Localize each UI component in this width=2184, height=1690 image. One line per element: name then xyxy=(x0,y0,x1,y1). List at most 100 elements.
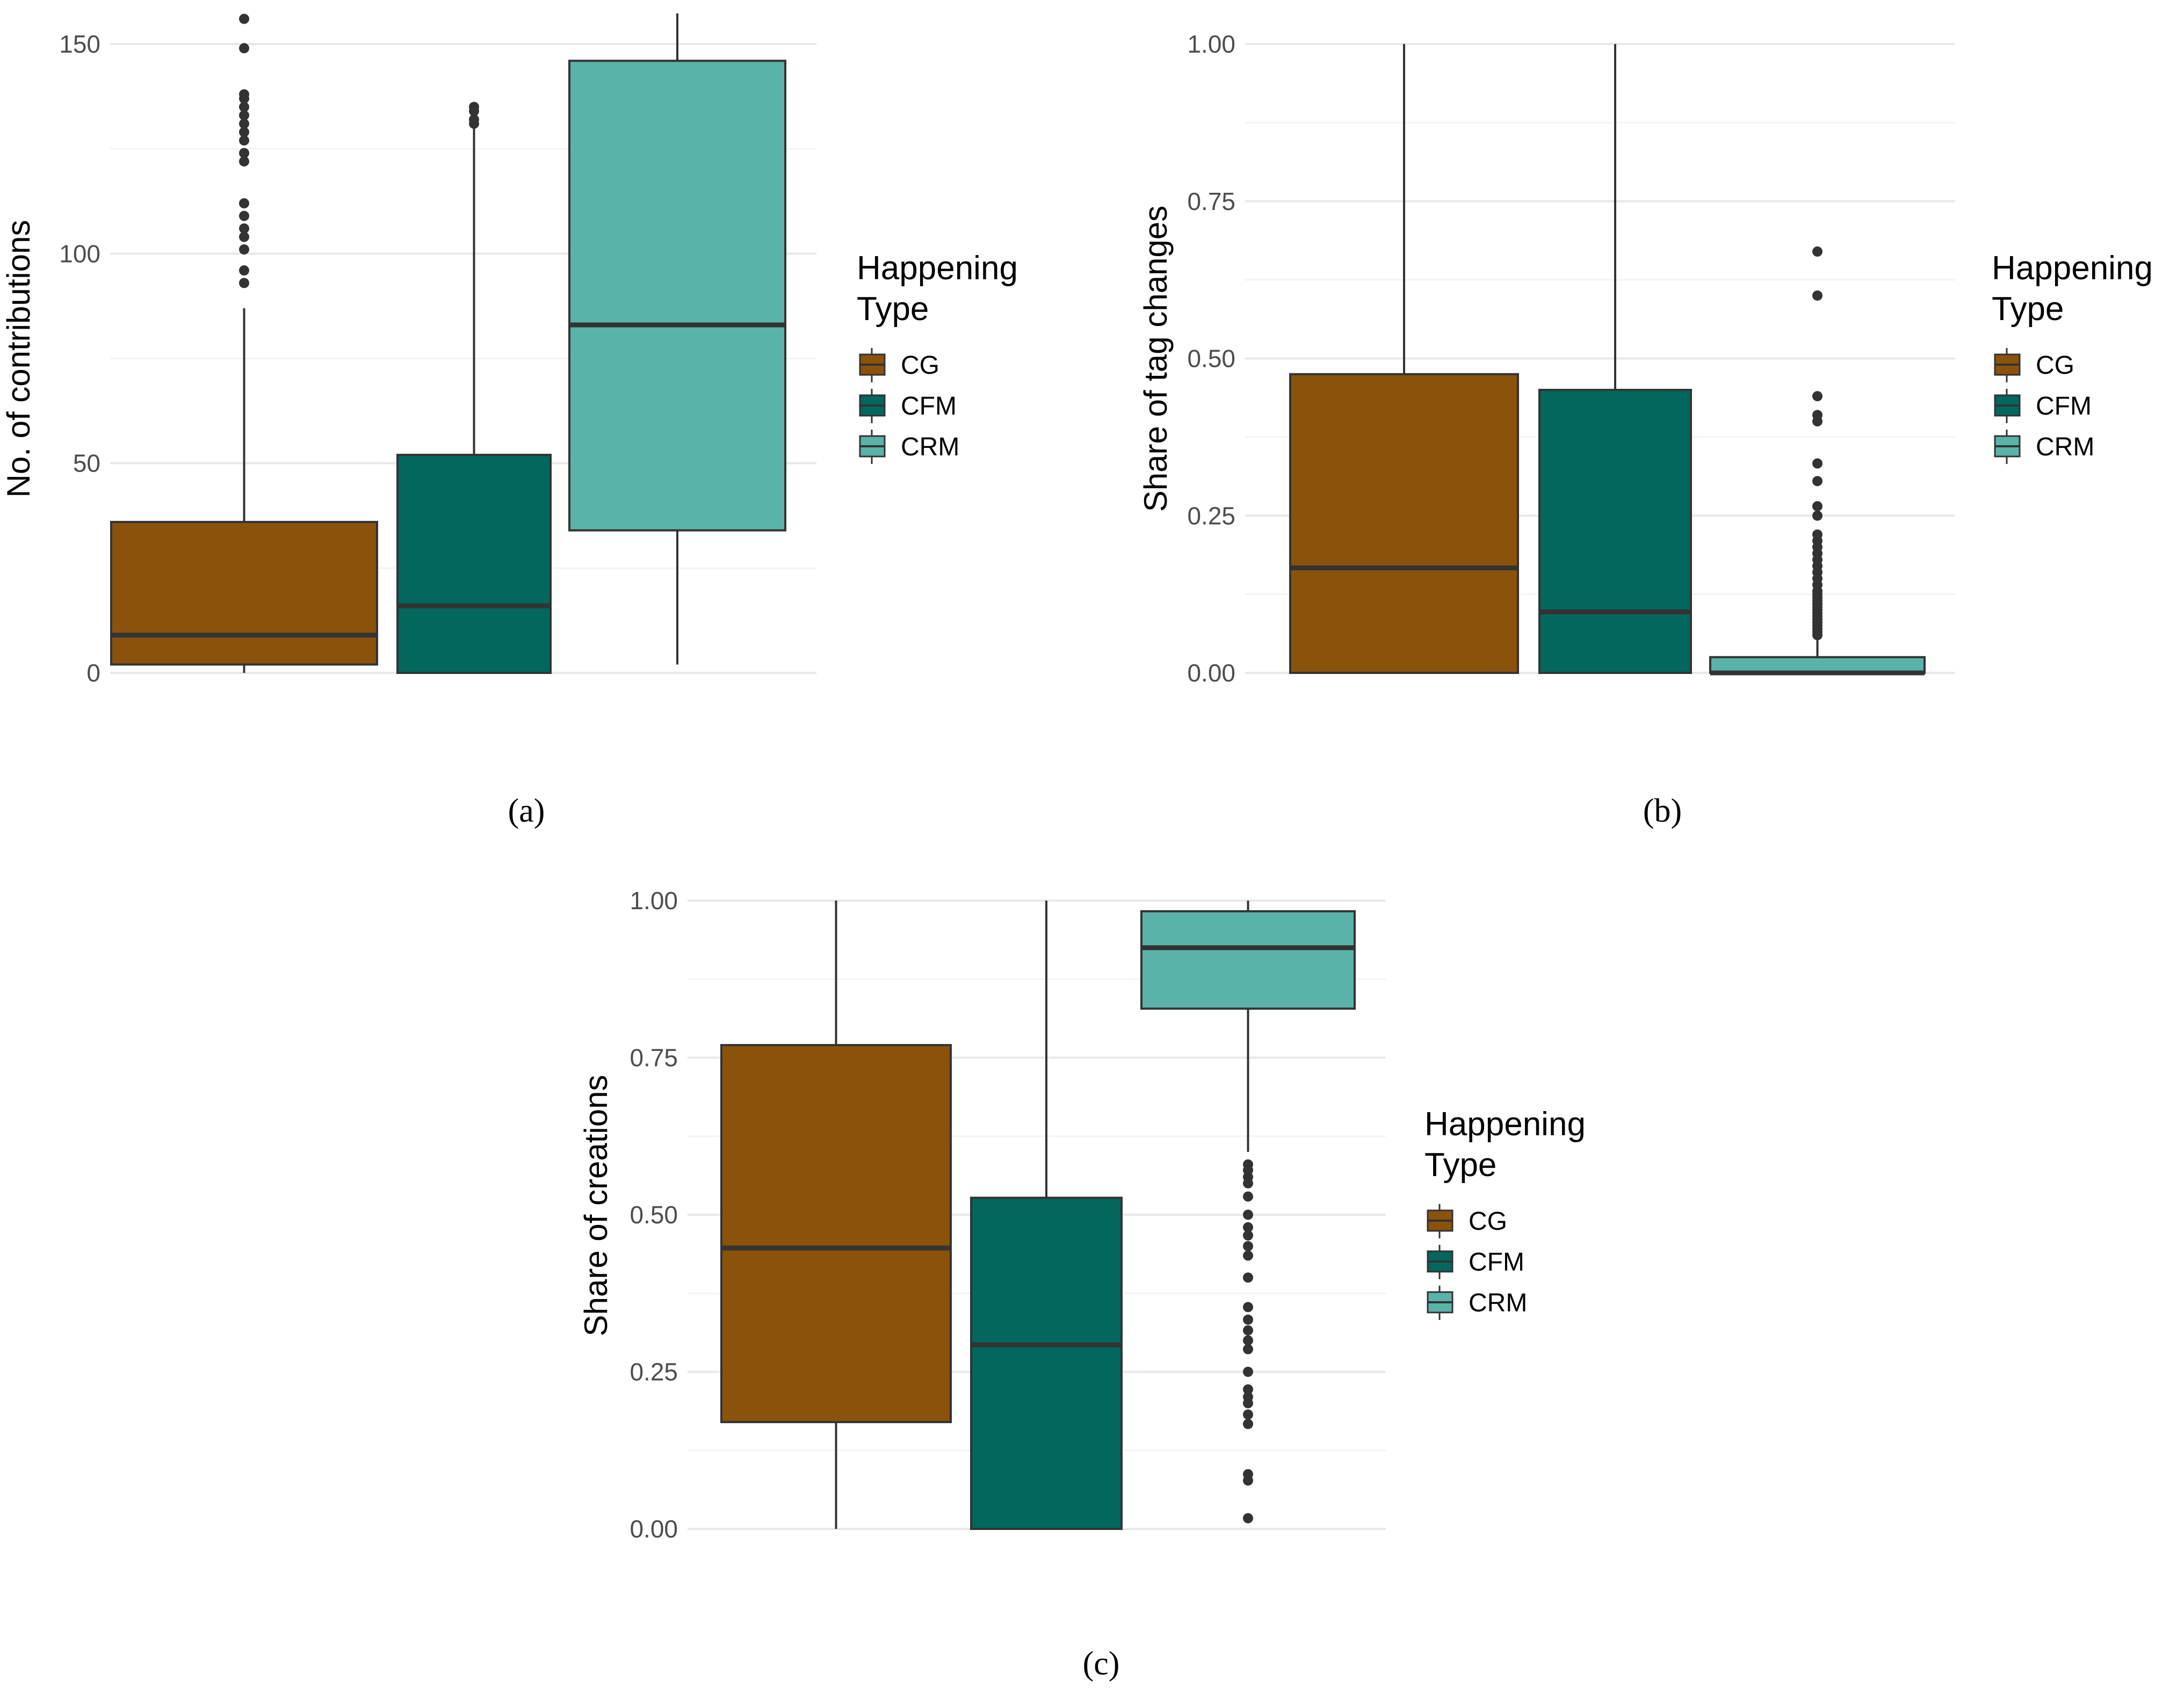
panel-c: 0.00 0.25 0.50 0.75 1.00 Share of creations Ha… xyxy=(578,887,1586,1543)
outlier-point xyxy=(469,101,479,112)
y-axis-title: Share of tag changes xyxy=(1138,206,1174,512)
outlier-point xyxy=(1243,1230,1253,1241)
box-crm xyxy=(1140,901,1356,1524)
outlier-point xyxy=(239,231,249,242)
outlier-point xyxy=(239,198,249,209)
outlier-point xyxy=(239,89,249,100)
iqr-box xyxy=(1538,389,1692,674)
iqr-box xyxy=(720,1044,952,1424)
legend: Happening Type CG CFM CRM xyxy=(1424,1106,1586,1320)
outlier-point xyxy=(239,135,249,146)
legend-item-cfm: CFM xyxy=(859,389,957,423)
legend-label-crm: CRM xyxy=(2036,433,2094,461)
outlier-point xyxy=(1243,1209,1253,1220)
legend-label-cfm: CFM xyxy=(1469,1248,1524,1276)
outlier-point xyxy=(1812,290,1823,301)
box-cfm xyxy=(396,101,552,674)
y-tick-label: 1.00 xyxy=(1187,30,1235,58)
outlier-point xyxy=(239,148,249,158)
outlier-point xyxy=(1243,1241,1253,1251)
iqr-box xyxy=(396,454,552,674)
outlier-point xyxy=(1243,1302,1253,1312)
y-tick-label: 150 xyxy=(59,30,100,58)
legend-label-cg: CG xyxy=(2036,351,2074,380)
y-tick-label: 50 xyxy=(73,449,100,477)
legend-title: Type xyxy=(1992,291,2064,328)
outlier-point xyxy=(1812,410,1823,420)
outlier-point xyxy=(1243,1344,1253,1354)
outlier-point xyxy=(239,244,249,255)
y-axis-title: No. of contributions xyxy=(1,220,37,498)
outlier-point xyxy=(1243,1367,1253,1377)
y-tick-label: 0.50 xyxy=(630,1201,678,1229)
legend: Happening Type CG CFM CRM xyxy=(1992,250,2153,464)
outlier-point xyxy=(1243,1409,1253,1420)
box-cg xyxy=(1289,44,1519,674)
outlier-point xyxy=(239,101,249,112)
y-tick-label: 0.00 xyxy=(1187,659,1235,687)
box-cfm xyxy=(1538,44,1692,674)
outlier-point xyxy=(1243,1314,1253,1325)
legend-label-cg: CG xyxy=(901,351,939,380)
outlier-point xyxy=(1812,391,1823,402)
outlier-point xyxy=(1243,1419,1253,1430)
box-cg xyxy=(720,901,952,1529)
legend-item-crm: CRM xyxy=(859,430,959,464)
iqr-box xyxy=(110,520,378,666)
y-tick-label: 100 xyxy=(59,240,100,267)
outlier-point xyxy=(1243,1513,1253,1524)
legend-title: Happening xyxy=(1424,1106,1586,1143)
outlier-point xyxy=(1812,529,1823,540)
outlier-point xyxy=(239,13,249,24)
outlier-point xyxy=(1243,1250,1253,1261)
legend-label-crm: CRM xyxy=(901,433,959,461)
caption-b: (b) xyxy=(1643,793,1682,829)
outlier-point xyxy=(239,156,249,167)
legend-item-crm: CRM xyxy=(1994,430,2094,464)
outlier-point xyxy=(1812,510,1823,521)
outlier-point xyxy=(239,110,249,121)
y-tick-label: 0.25 xyxy=(630,1358,678,1386)
y-tick-label: 0.50 xyxy=(1187,345,1235,373)
outlier-point xyxy=(1243,1325,1253,1336)
outlier-point xyxy=(1243,1159,1253,1170)
legend-label-cg: CG xyxy=(1469,1207,1507,1236)
outlier-point xyxy=(1243,1391,1253,1402)
caption-c: (c) xyxy=(1083,1645,1120,1682)
legend-item-crm: CRM xyxy=(1427,1286,1527,1320)
iqr-box xyxy=(1140,910,1356,1010)
legend-label-cfm: CFM xyxy=(901,392,957,420)
outlier-point xyxy=(1243,1384,1253,1395)
outlier-point xyxy=(1243,1222,1253,1232)
outlier-point xyxy=(239,127,249,137)
y-axis-title: Share of creations xyxy=(578,1075,614,1337)
box-cg xyxy=(110,13,378,673)
y-tick-label: 1.00 xyxy=(630,887,678,915)
outlier-point xyxy=(1812,476,1823,487)
iqr-box xyxy=(970,1196,1123,1530)
legend-title: Happening xyxy=(1992,250,2153,287)
legend-title: Type xyxy=(857,291,929,328)
outlier-point xyxy=(239,223,249,234)
outlier-point xyxy=(1812,458,1823,469)
iqr-box xyxy=(1289,373,1519,674)
panel-b: 0.00 0.25 0.50 0.75 1.00 Share of tag changes… xyxy=(1138,30,2153,687)
legend-title: Happening xyxy=(857,250,1018,287)
legend-label-crm: CRM xyxy=(1469,1289,1527,1317)
outlier-point xyxy=(1243,1469,1253,1479)
y-tick-label: 0.25 xyxy=(1187,502,1235,530)
panel-a: 0 50 100 150 No. of contributions Happening Ty… xyxy=(1,13,1018,687)
outlier-point xyxy=(239,118,249,129)
outlier-point xyxy=(239,211,249,221)
legend-item-cg: CG xyxy=(859,348,939,382)
outlier-point xyxy=(469,114,479,125)
outlier-point xyxy=(1243,1335,1253,1346)
outlier-point xyxy=(1243,1191,1253,1202)
iqr-box xyxy=(568,60,786,532)
legend-title: Type xyxy=(1424,1147,1496,1184)
outlier-point xyxy=(239,278,249,288)
legend-item-cfm: CFM xyxy=(1994,389,2092,423)
outlier-point xyxy=(239,43,249,54)
outlier-point xyxy=(1812,246,1823,257)
